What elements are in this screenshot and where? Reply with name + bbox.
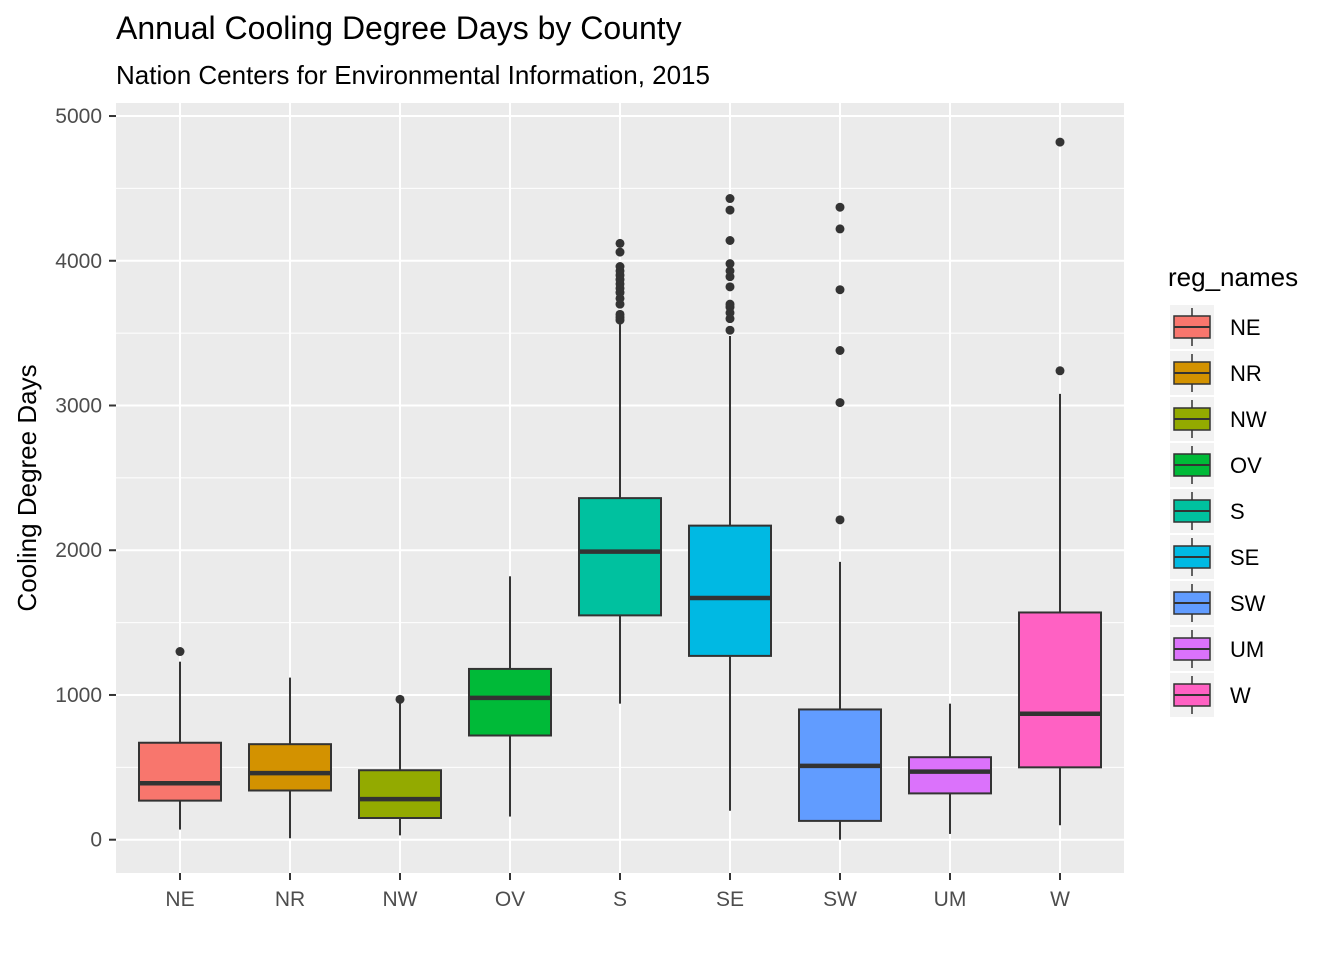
x-tick-label: SW: [823, 888, 857, 911]
axes: 0 1000 2000 3000 4000 5000 NE NR NW OV S SE SW UM W: [55, 105, 1070, 911]
outlier-point: [615, 247, 625, 257]
box-nr: [248, 677, 332, 839]
legend-item-nw: NW: [1170, 397, 1267, 441]
outlier-point: [725, 205, 735, 215]
box-iqr: [908, 756, 992, 795]
box-ne: [138, 647, 222, 830]
legend-label: SW: [1230, 591, 1266, 616]
legend-label: NR: [1230, 361, 1262, 386]
legend-label: W: [1230, 683, 1251, 708]
outlier-point: [1055, 366, 1065, 376]
y-tick-label: 3000: [55, 395, 102, 418]
outlier-point: [615, 238, 625, 248]
box-ov: [468, 576, 552, 817]
outlier-point: [835, 346, 845, 355]
legend-item-nr: NR: [1170, 351, 1262, 395]
legend-label: NW: [1230, 407, 1267, 432]
box-iqr: [578, 497, 662, 617]
x-tick-label: OV: [495, 888, 525, 911]
outlier-point: [835, 285, 845, 295]
box-um: [908, 703, 992, 834]
outlier-point: [615, 262, 625, 272]
outlier-point: [835, 224, 845, 234]
y-tick-label: 4000: [55, 250, 102, 273]
y-tick-label: 1000: [55, 684, 102, 707]
legend-label: SE: [1230, 545, 1259, 570]
y-axis-title: Cooling Degree Days: [12, 364, 42, 611]
outlier-point: [835, 202, 845, 212]
outlier-point: [1055, 137, 1065, 147]
outlier-point: [725, 282, 735, 292]
box-se: [688, 194, 772, 811]
box-nw: [358, 694, 442, 836]
box-iqr: [248, 743, 332, 792]
boxplots: [138, 137, 1102, 840]
x-tick-label: S: [613, 888, 627, 911]
legend-label: UM: [1230, 637, 1264, 662]
y-tick-label: 2000: [55, 539, 102, 562]
legend-item-ov: OV: [1170, 443, 1262, 487]
legend-item-ne: NE: [1170, 305, 1261, 349]
box-iqr: [1018, 611, 1102, 769]
legend: reg_names NE NR NW OV S SE SW UM W: [1168, 262, 1298, 717]
box-s: [578, 238, 662, 704]
outlier-point: [175, 647, 185, 657]
box-iqr: [688, 524, 772, 657]
outlier-point: [725, 266, 735, 276]
box-iqr: [138, 741, 222, 802]
box-iqr: [468, 667, 552, 737]
chart-subtitle: Nation Centers for Environmental Informa…: [116, 60, 710, 90]
legend-item-um: UM: [1170, 627, 1264, 671]
chart-title: Annual Cooling Degree Days by County: [116, 10, 682, 46]
outlier-point: [615, 309, 625, 319]
outlier-point: [395, 694, 405, 704]
x-tick-label: NR: [275, 888, 305, 911]
x-tick-label: W: [1050, 888, 1070, 911]
outlier-point: [835, 515, 845, 525]
legend-label: OV: [1230, 453, 1262, 478]
x-tick-label: NE: [165, 888, 194, 911]
box-sw: [798, 202, 882, 840]
box-w: [1018, 137, 1102, 826]
outlier-point: [835, 398, 845, 408]
outlier-point: [725, 299, 735, 309]
outlier-point: [725, 325, 735, 335]
legend-item-w: W: [1170, 673, 1251, 717]
x-tick-label: UM: [934, 888, 967, 911]
box-iqr: [358, 769, 442, 819]
legend-label: S: [1230, 499, 1245, 524]
legend-title: reg_names: [1168, 262, 1298, 292]
x-tick-label: NW: [383, 888, 418, 911]
x-tick-label: SE: [716, 888, 744, 911]
legend-item-s: S: [1170, 489, 1245, 533]
outlier-point: [725, 259, 735, 269]
legend-item-se: SE: [1170, 535, 1259, 579]
outlier-point: [725, 236, 735, 245]
legend-item-sw: SW: [1170, 581, 1266, 625]
y-tick-label: 0: [90, 829, 102, 852]
y-tick-label: 5000: [55, 105, 102, 128]
legend-label: NE: [1230, 315, 1261, 340]
outlier-point: [725, 194, 735, 204]
